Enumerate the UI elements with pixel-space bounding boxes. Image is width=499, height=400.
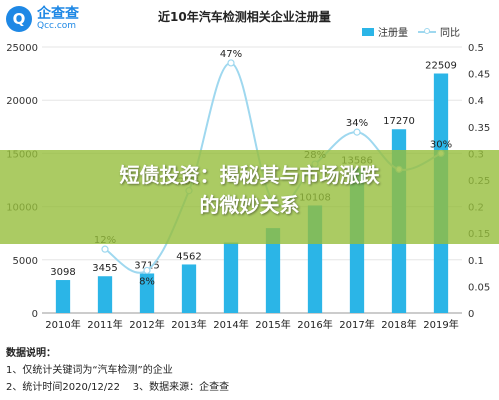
left-tick-label: 25000: [6, 43, 38, 54]
bar-value-label: 3715: [134, 260, 159, 271]
legend-bar-label: 注册量: [378, 28, 408, 39]
yoy-value-label: 34%: [346, 118, 368, 129]
right-tick-label: 0.45: [468, 70, 490, 81]
data-notes: 数据说明： 1、仅统计关键词为“汽车检测”的企业 2、统计时间2020/12/2…: [6, 345, 229, 396]
left-tick-label: 20000: [6, 96, 38, 107]
category-label: 2015年: [255, 318, 290, 331]
category-label: 2018年: [381, 318, 416, 331]
bar: [55, 280, 71, 313]
right-tick-label: 0.35: [468, 123, 490, 134]
right-tick-label: 0.1: [468, 256, 484, 267]
right-tick-label: 0: [468, 309, 474, 320]
category-label: 2013年: [171, 318, 206, 331]
banner-line-1: 短债投资：揭秘其与市场涨跌: [119, 163, 380, 187]
bar: [223, 242, 239, 313]
yoy-point: [101, 245, 109, 253]
bar: [139, 273, 155, 313]
yoy-point: [353, 128, 361, 136]
yoy-value-label: 8%: [139, 276, 155, 287]
right-tick-label: 0.4: [468, 96, 484, 107]
bar: [265, 228, 281, 313]
logo-q-icon: Q: [6, 6, 32, 32]
category-label: 2019年: [423, 318, 458, 331]
right-tick-label: 0.5: [468, 43, 484, 54]
logo-name-cn: 企查查: [37, 5, 79, 22]
legend-line-label: 同比: [440, 28, 460, 39]
yoy-point: [143, 266, 151, 275]
notes-line-1: 1、仅统计关键词为“汽车检测”的企业: [6, 365, 173, 376]
bar-value-label: 17270: [383, 116, 415, 127]
bar-value-label: 3098: [50, 267, 75, 278]
yoy-value-label: 47%: [220, 49, 242, 60]
yoy-value-label: 30%: [430, 139, 452, 150]
bar: [181, 264, 197, 313]
brand-logo: Q 企查查 Qcc.com: [6, 6, 79, 32]
chart-title: 近10年汽车检测相关企业注册量: [158, 10, 331, 24]
chart-legend: 注册量 同比: [362, 24, 460, 39]
bar-value-label: 3455: [92, 263, 117, 274]
left-tick-label: 0: [32, 309, 38, 320]
category-label: 2014年: [213, 318, 248, 331]
category-label: 2010年: [45, 318, 80, 331]
overlay-banner: [0, 150, 499, 244]
bar-value-label: 4562: [176, 251, 201, 262]
bar-value-label: 22509: [425, 61, 457, 72]
logo-name-en: Qcc.com: [37, 20, 77, 31]
legend-line-swatch: [418, 27, 436, 34]
bar: [97, 276, 113, 313]
category-label: 2012年: [129, 318, 164, 331]
notes-heading: 数据说明：: [6, 348, 56, 359]
category-label: 2011年: [87, 318, 122, 331]
banner-line-2: 的微妙关系: [199, 193, 300, 217]
category-label: 2016年: [297, 318, 332, 331]
category-label: 2017年: [339, 318, 374, 331]
notes-line-2: 2、统计时间2020/12/22 3、数据来源：企查查: [6, 382, 230, 393]
right-tick-label: 0.05: [468, 282, 490, 293]
yoy-point: [227, 59, 235, 67]
overlay-banner-text: 短债投资：揭秘其与市场涨跌 的微妙关系: [0, 160, 499, 220]
legend-bar-swatch: [362, 27, 374, 36]
left-tick-label: 5000: [13, 256, 38, 267]
